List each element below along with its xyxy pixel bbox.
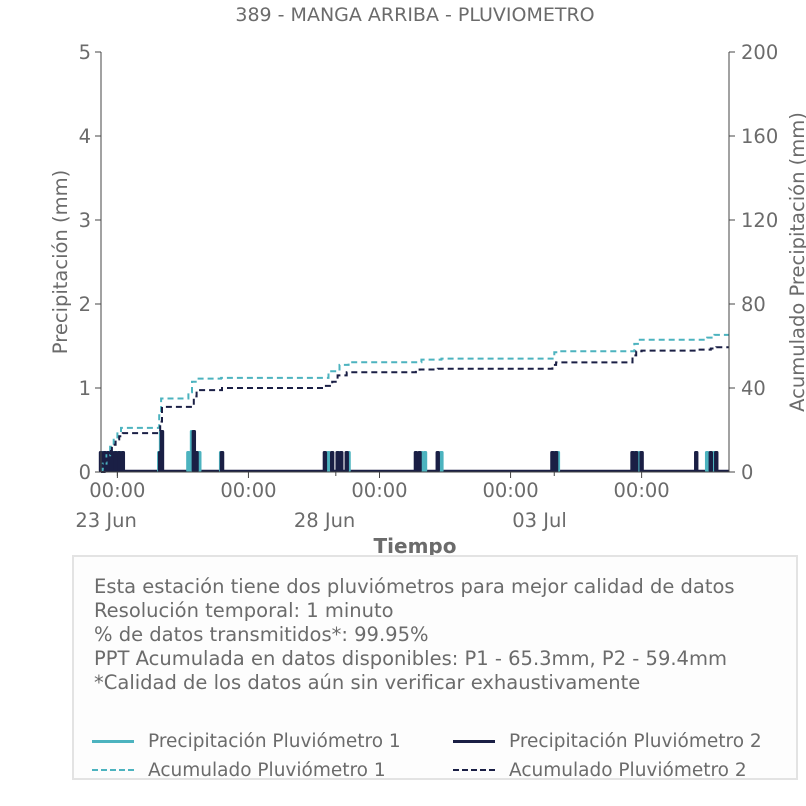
legend-label-a1: Acumulado Pluviómetro 1	[148, 759, 386, 781]
x-tick-time-label: 00:00	[89, 479, 145, 502]
info-line-transmitted: % de datos transmitidos*: 99.95%	[94, 623, 429, 646]
cumulative-line-1	[101, 333, 729, 473]
info-line-resolution: Resolución temporal: 1 minuto	[94, 599, 394, 622]
precip-bar	[339, 451, 344, 472]
left-tick-label: 4	[79, 125, 91, 148]
x-tick-time-label: 00:00	[351, 479, 407, 502]
right-tick-label: 80	[741, 293, 766, 316]
precipitation-chart: 389 - MANGA ARRIBA - PLUVIOMETRO 012345 …	[49, 4, 806, 558]
info-line-accumulated: PPT Acumulada en datos disponibles: P1 -…	[94, 647, 727, 670]
x-tick-date-label: 28 Jun	[294, 509, 355, 532]
station-info: Esta estación tiene dos pluviómetros par…	[94, 575, 735, 695]
precip-bar	[422, 451, 428, 472]
precip-bar	[714, 451, 719, 472]
precip-bar	[435, 451, 440, 472]
precip-bar	[413, 451, 419, 472]
legend-item-a1: Acumulado Pluviómetro 1	[92, 758, 386, 782]
legend-item-a2: Acumulado Pluviómetro 2	[453, 758, 747, 782]
precip-bar	[322, 451, 328, 472]
precip-bar	[694, 451, 699, 472]
x-ticks: 00:00 00:00 00:00 00:00 00:00 23 Jun 28 Jun 03 …	[75, 472, 670, 532]
legend-swatch-a1	[92, 769, 134, 771]
cumulative-line-2	[101, 346, 729, 473]
precip-bar	[194, 451, 199, 472]
legend-swatch-p1	[92, 739, 134, 743]
bar-series-2	[98, 430, 719, 472]
precip-bar	[335, 451, 340, 472]
left-y-ticks: 0 1 2 3 4 5	[79, 41, 101, 484]
precip-bar	[113, 451, 118, 472]
precip-bar	[553, 451, 559, 472]
info-line-quality-note: *Calidad de los datos aún sin verificar …	[94, 671, 641, 694]
precip-bar	[639, 451, 644, 472]
precip-bar	[186, 451, 191, 472]
precip-bar	[439, 451, 444, 472]
right-y-ticks: 0 40 80 120 160 200	[729, 41, 778, 484]
legend-swatch-a2	[453, 769, 495, 771]
precip-bar	[417, 451, 422, 472]
legend-label-p2: Precipitación Pluviómetro 2	[509, 730, 762, 752]
right-tick-label: 0	[741, 461, 753, 484]
precip-bar	[117, 451, 122, 472]
right-tick-label: 40	[741, 377, 766, 400]
x-axis-label: Tiempo	[374, 534, 457, 558]
right-y-axis-label: Acumulado Precipitación (mm)	[786, 112, 806, 412]
left-tick-label: 2	[79, 293, 91, 316]
plot-series	[98, 333, 729, 473]
legend-label-p1: Precipitación Pluviómetro 1	[148, 730, 401, 752]
right-tick-label: 160	[741, 125, 778, 148]
precip-bar	[344, 451, 349, 472]
precip-bar	[219, 451, 225, 472]
legend-item-p2: Precipitación Pluviómetro 2	[453, 729, 762, 753]
right-tick-label: 120	[741, 209, 778, 232]
x-tick-time-label: 00:00	[220, 479, 276, 502]
legend: Precipitación Pluviómetro 1 Precipitació…	[92, 729, 792, 789]
left-tick-label: 3	[79, 209, 91, 232]
legend-swatch-p2	[453, 739, 495, 743]
precip-bar	[630, 451, 635, 472]
legend-item-p1: Precipitación Pluviómetro 1	[92, 729, 401, 753]
left-y-axis-label: Precipitación (mm)	[49, 170, 72, 354]
precip-bar	[708, 451, 713, 472]
precip-bar	[633, 451, 639, 472]
precip-bar	[109, 451, 115, 472]
x-tick-time-label: 00:00	[482, 479, 538, 502]
info-legend-box: Esta estación tiene dos pluviómetros par…	[72, 555, 798, 781]
legend-label-a2: Acumulado Pluviómetro 2	[509, 759, 747, 781]
x-tick-date-label: 03 Jul	[512, 509, 567, 532]
precip-bar	[326, 451, 331, 472]
info-line-stations: Esta estación tiene dos pluviómetros par…	[94, 575, 735, 598]
precip-bar	[329, 451, 335, 472]
precip-bar	[159, 430, 165, 472]
left-tick-label: 0	[79, 461, 91, 484]
x-tick-time-label: 00:00	[614, 479, 670, 502]
x-tick-date-label: 23 Jun	[75, 509, 136, 532]
left-tick-label: 5	[79, 41, 91, 64]
precip-bar	[704, 451, 710, 472]
precip-bar	[550, 451, 555, 472]
left-tick-label: 1	[79, 377, 91, 400]
precip-bar	[120, 451, 126, 472]
right-tick-label: 200	[741, 41, 778, 64]
chart-title: 389 - MANGA ARRIBA - PLUVIOMETRO	[235, 4, 594, 26]
